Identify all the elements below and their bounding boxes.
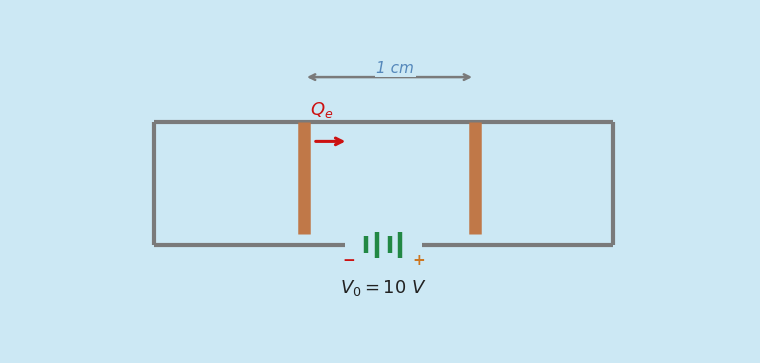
Text: $\mathit{Q}_e$: $\mathit{Q}_e$ (310, 101, 334, 121)
Text: $\mathit{V}_0 = 10$ V: $\mathit{V}_0 = 10$ V (340, 278, 427, 298)
Text: 1 cm: 1 cm (376, 61, 414, 76)
Text: −: − (342, 253, 355, 268)
Text: +: + (413, 253, 426, 268)
